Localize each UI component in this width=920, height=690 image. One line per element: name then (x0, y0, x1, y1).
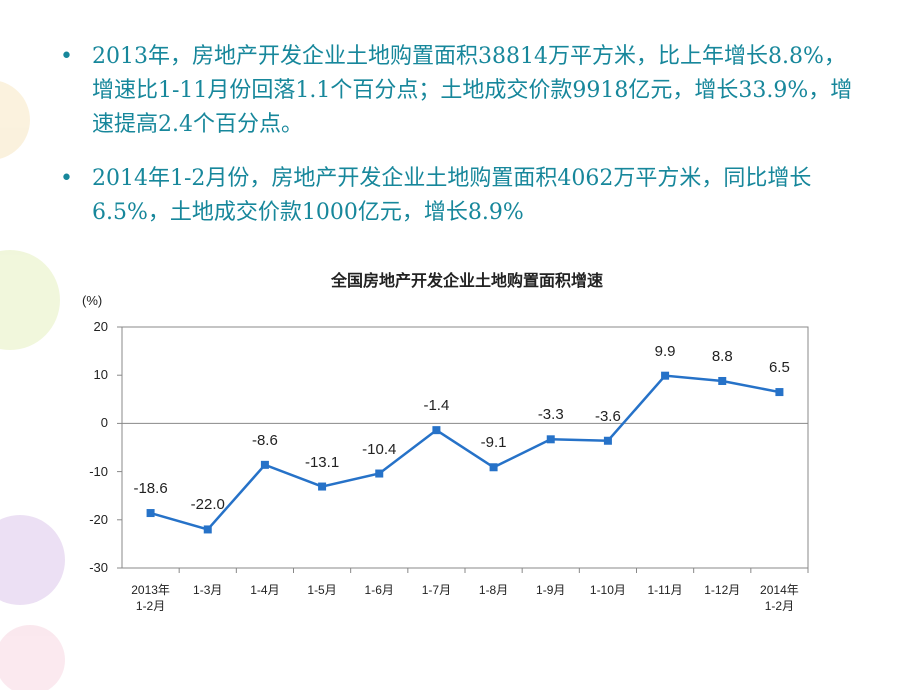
x-tick-label: 1-8月 (478, 583, 509, 597)
value-label: 6.5 (768, 359, 790, 377)
y-tick-label: -20 (89, 511, 108, 527)
x-tick-label: 1-5月 (307, 583, 337, 597)
y-tick-label: 10 (93, 367, 108, 383)
marker (546, 435, 555, 444)
marker (203, 525, 212, 534)
y-tick-label: 0 (100, 415, 108, 431)
x-tick-label: 1-12月 (704, 583, 741, 597)
x-tick-label: 1-3月 (193, 583, 223, 597)
y-tick-label: 20 (93, 319, 108, 334)
bullet: 2013年，房地产开发企业土地购置面积38814万平方米，比上年增长8.8%，增… (60, 40, 860, 142)
x-tick-label: 2013年 1-2月 (131, 583, 170, 613)
marker (260, 460, 269, 469)
marker (146, 509, 155, 518)
marker (718, 376, 727, 385)
x-tick-label: 1-4月 (250, 583, 280, 597)
value-label: -3.3 (537, 406, 564, 424)
value-label: -10.4 (362, 440, 397, 458)
value-label: 8.8 (711, 347, 733, 365)
value-label: -8.6 (251, 431, 278, 449)
x-tick-label: 1-10月 (589, 583, 626, 597)
marker (661, 371, 670, 380)
x-tick-label: 1-9月 (536, 583, 566, 597)
bullet: 2014年1-2月份，房地产开发企业土地购置面积4062万平方米，同比增长6.5… (60, 162, 860, 230)
line (150, 374, 780, 531)
marker (375, 469, 384, 478)
x-tick-label: 1-7月 (421, 583, 452, 597)
decoration (0, 81, 65, 690)
x-tick-label: 1-6月 (364, 583, 394, 597)
x-tick-label: 2014年 1-2月 (760, 583, 799, 613)
marker (603, 436, 612, 445)
marker (775, 388, 784, 397)
bullet-list: 2013年，房地产开发企业土地购置面积38814万平方米，比上年增长8.8%，增… (60, 40, 860, 250)
value-label: -1.4 (423, 397, 450, 415)
value-label: -9.1 (480, 434, 507, 452)
y-tick-label: -10 (89, 463, 108, 479)
y-tick-label: -30 (89, 560, 108, 575)
y-axis-label: (%) (82, 293, 103, 308)
marker (489, 463, 498, 472)
x-tick-label: 1-11月 (647, 583, 683, 597)
value-label: -22.0 (190, 496, 225, 514)
marker (318, 482, 327, 491)
marker (432, 426, 441, 435)
value-label: -18.6 (133, 480, 168, 498)
chart-title: 全国房地产开发企业土地购置面积增速 (330, 273, 603, 290)
value-label: 9.9 (654, 342, 676, 360)
value-label: -3.6 (594, 407, 621, 425)
value-label: -13.1 (304, 453, 340, 471)
